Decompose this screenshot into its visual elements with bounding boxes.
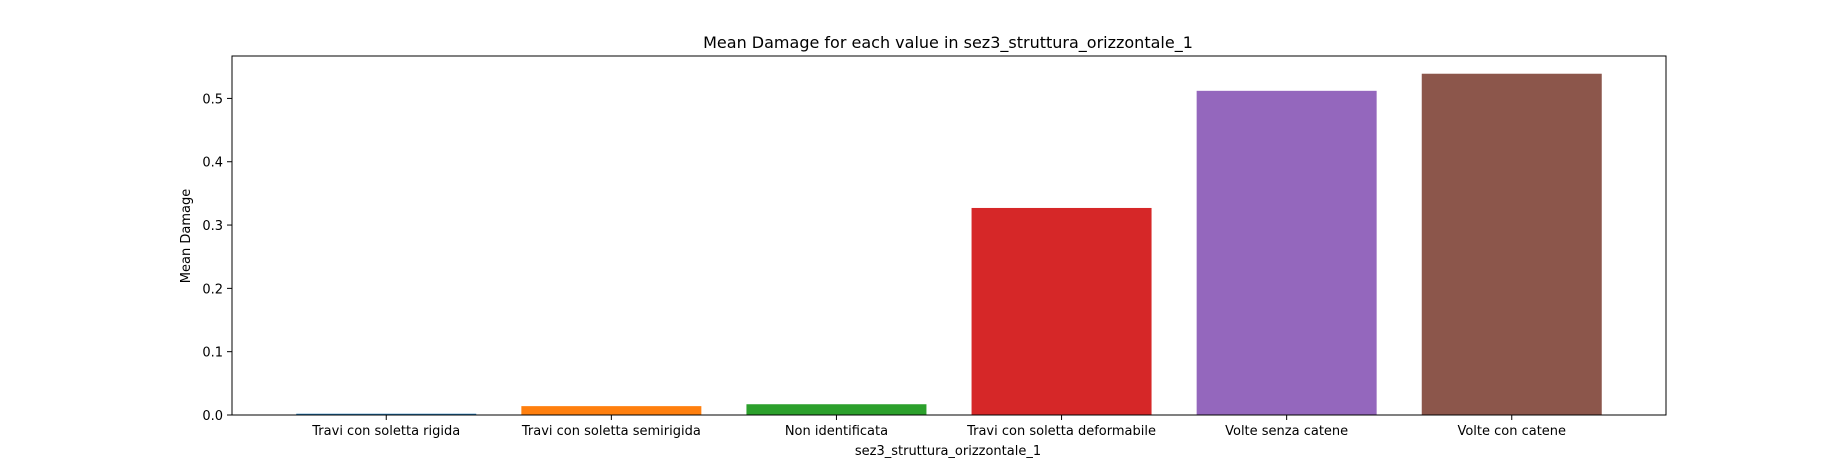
x-axis: Travi con soletta rigida Travi con solett… [311, 415, 1566, 439]
x-tick-label-5: Volte senza catene [1225, 424, 1348, 439]
y-tick-label-4: 0.3 [202, 219, 223, 234]
bar-6 [1421, 73, 1602, 415]
y-tick-label-5: 0.4 [202, 156, 223, 171]
x-tick-label-1: Travi con soletta rigida [311, 424, 460, 439]
chart-title: Mean Damage for each value in sez3_strut… [703, 33, 1193, 53]
bar-5 [1196, 90, 1377, 415]
y-tick-label-3: 0.2 [202, 282, 223, 297]
y-axis-label: Mean Damage [179, 189, 194, 283]
x-tick-label-3: Non identificata [785, 424, 888, 439]
bar-4 [971, 207, 1152, 415]
bar-2 [521, 406, 702, 415]
bar-1 [296, 413, 477, 415]
x-axis-label: sez3_struttura_orizzontale_1 [855, 444, 1041, 459]
y-tick-label-2: 0.1 [202, 346, 223, 361]
y-tick-label-1: 0.0 [202, 409, 223, 424]
x-tick-label-4: Travi con soletta deformabile [966, 424, 1156, 439]
plot-frame [231, 55, 1667, 416]
y-tick-label-6: 0.5 [202, 92, 223, 107]
x-tick-label-2: Travi con soletta semirigida [521, 424, 701, 439]
bars-group [296, 73, 1602, 415]
x-tick-label-6: Volte con catene [1457, 424, 1566, 439]
bar-3 [746, 404, 927, 415]
y-axis: 0.0 0.1 0.2 0.3 0.4 0.5 [202, 92, 232, 424]
